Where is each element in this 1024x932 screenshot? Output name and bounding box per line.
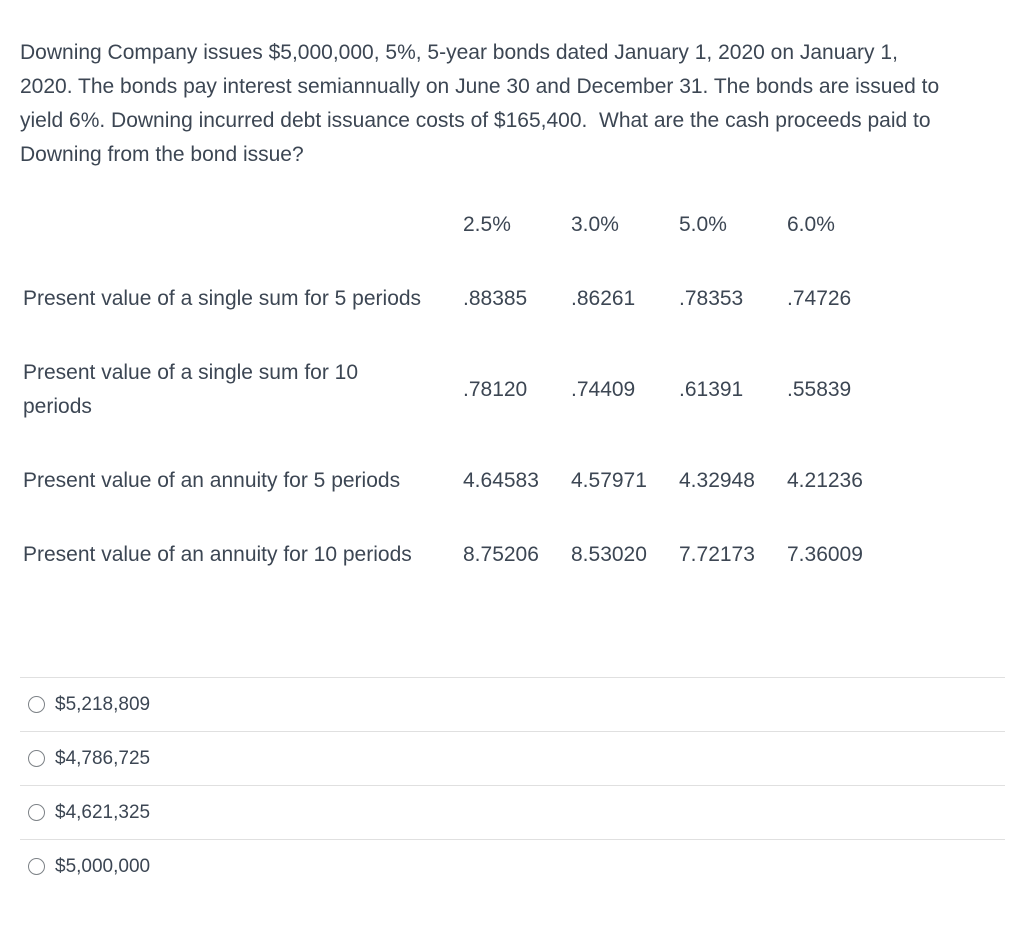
radio-button-icon[interactable] bbox=[28, 804, 45, 821]
answer-options-list: $5,218,809 $4,786,725 $4,621,325 $5,000,… bbox=[0, 677, 1024, 893]
table-cell: 4.32948 bbox=[679, 469, 755, 492]
table-cell: 8.53020 bbox=[571, 543, 647, 566]
answer-option-2[interactable]: $4,786,725 bbox=[20, 731, 1005, 785]
radio-button-icon[interactable] bbox=[28, 858, 45, 875]
table-header-rate: 2.5% bbox=[463, 213, 511, 236]
answer-option-3[interactable]: $4,621,325 bbox=[20, 785, 1005, 839]
table-cell: .88385 bbox=[463, 287, 528, 310]
table-cell: 4.21236 bbox=[787, 469, 863, 492]
table-row: Present value of a single sum for 5 peri… bbox=[23, 262, 895, 336]
row-label: Present value of a single sum for 10 per… bbox=[23, 361, 359, 418]
table-cell: .78353 bbox=[679, 287, 744, 310]
answer-option-1[interactable]: $5,218,809 bbox=[20, 677, 1005, 731]
present-value-table: 2.5% 3.0% 5.0% 6.0% Present value of a s… bbox=[23, 188, 895, 592]
table-cell: .74409 bbox=[571, 378, 636, 401]
option-label: $5,000,000 bbox=[55, 855, 151, 877]
table-cell: .86261 bbox=[571, 287, 636, 310]
row-label: Present value of an annuity for 5 period… bbox=[23, 469, 401, 492]
option-label: $4,786,725 bbox=[55, 747, 151, 769]
row-label: Present value of an annuity for 10 perio… bbox=[23, 543, 412, 566]
table-header-row: 2.5% 3.0% 5.0% 6.0% bbox=[23, 188, 895, 262]
table-cell: 7.36009 bbox=[787, 543, 863, 566]
table-header-empty-cell bbox=[23, 188, 463, 262]
table-cell: 4.57971 bbox=[571, 469, 647, 492]
table-cell: 4.64583 bbox=[463, 469, 539, 492]
radio-button-icon[interactable] bbox=[28, 696, 45, 713]
table-header-rate: 5.0% bbox=[679, 213, 727, 236]
option-label: $5,218,809 bbox=[55, 693, 151, 715]
table-cell: .78120 bbox=[463, 378, 528, 401]
table-header-rate: 6.0% bbox=[787, 213, 835, 236]
table-cell: .55839 bbox=[787, 378, 852, 401]
table-row: Present value of an annuity for 5 period… bbox=[23, 444, 895, 518]
radio-button-icon[interactable] bbox=[28, 750, 45, 767]
table-header-rate: 3.0% bbox=[571, 213, 619, 236]
question-text: Downing Company issues $5,000,000, 5%, 5… bbox=[20, 41, 940, 166]
table-cell: .74726 bbox=[787, 287, 852, 310]
table-cell: 7.72173 bbox=[679, 543, 755, 566]
row-label: Present value of a single sum for 5 peri… bbox=[23, 287, 422, 310]
option-label: $4,621,325 bbox=[55, 801, 151, 823]
table-cell: 8.75206 bbox=[463, 543, 539, 566]
table-row: Present value of an annuity for 10 perio… bbox=[23, 518, 895, 592]
table-row: Present value of a single sum for 10 per… bbox=[23, 336, 895, 444]
quiz-question-page: Downing Company issues $5,000,000, 5%, 5… bbox=[0, 36, 1024, 932]
answer-option-4[interactable]: $5,000,000 bbox=[20, 839, 1005, 893]
table-cell: .61391 bbox=[679, 378, 744, 401]
